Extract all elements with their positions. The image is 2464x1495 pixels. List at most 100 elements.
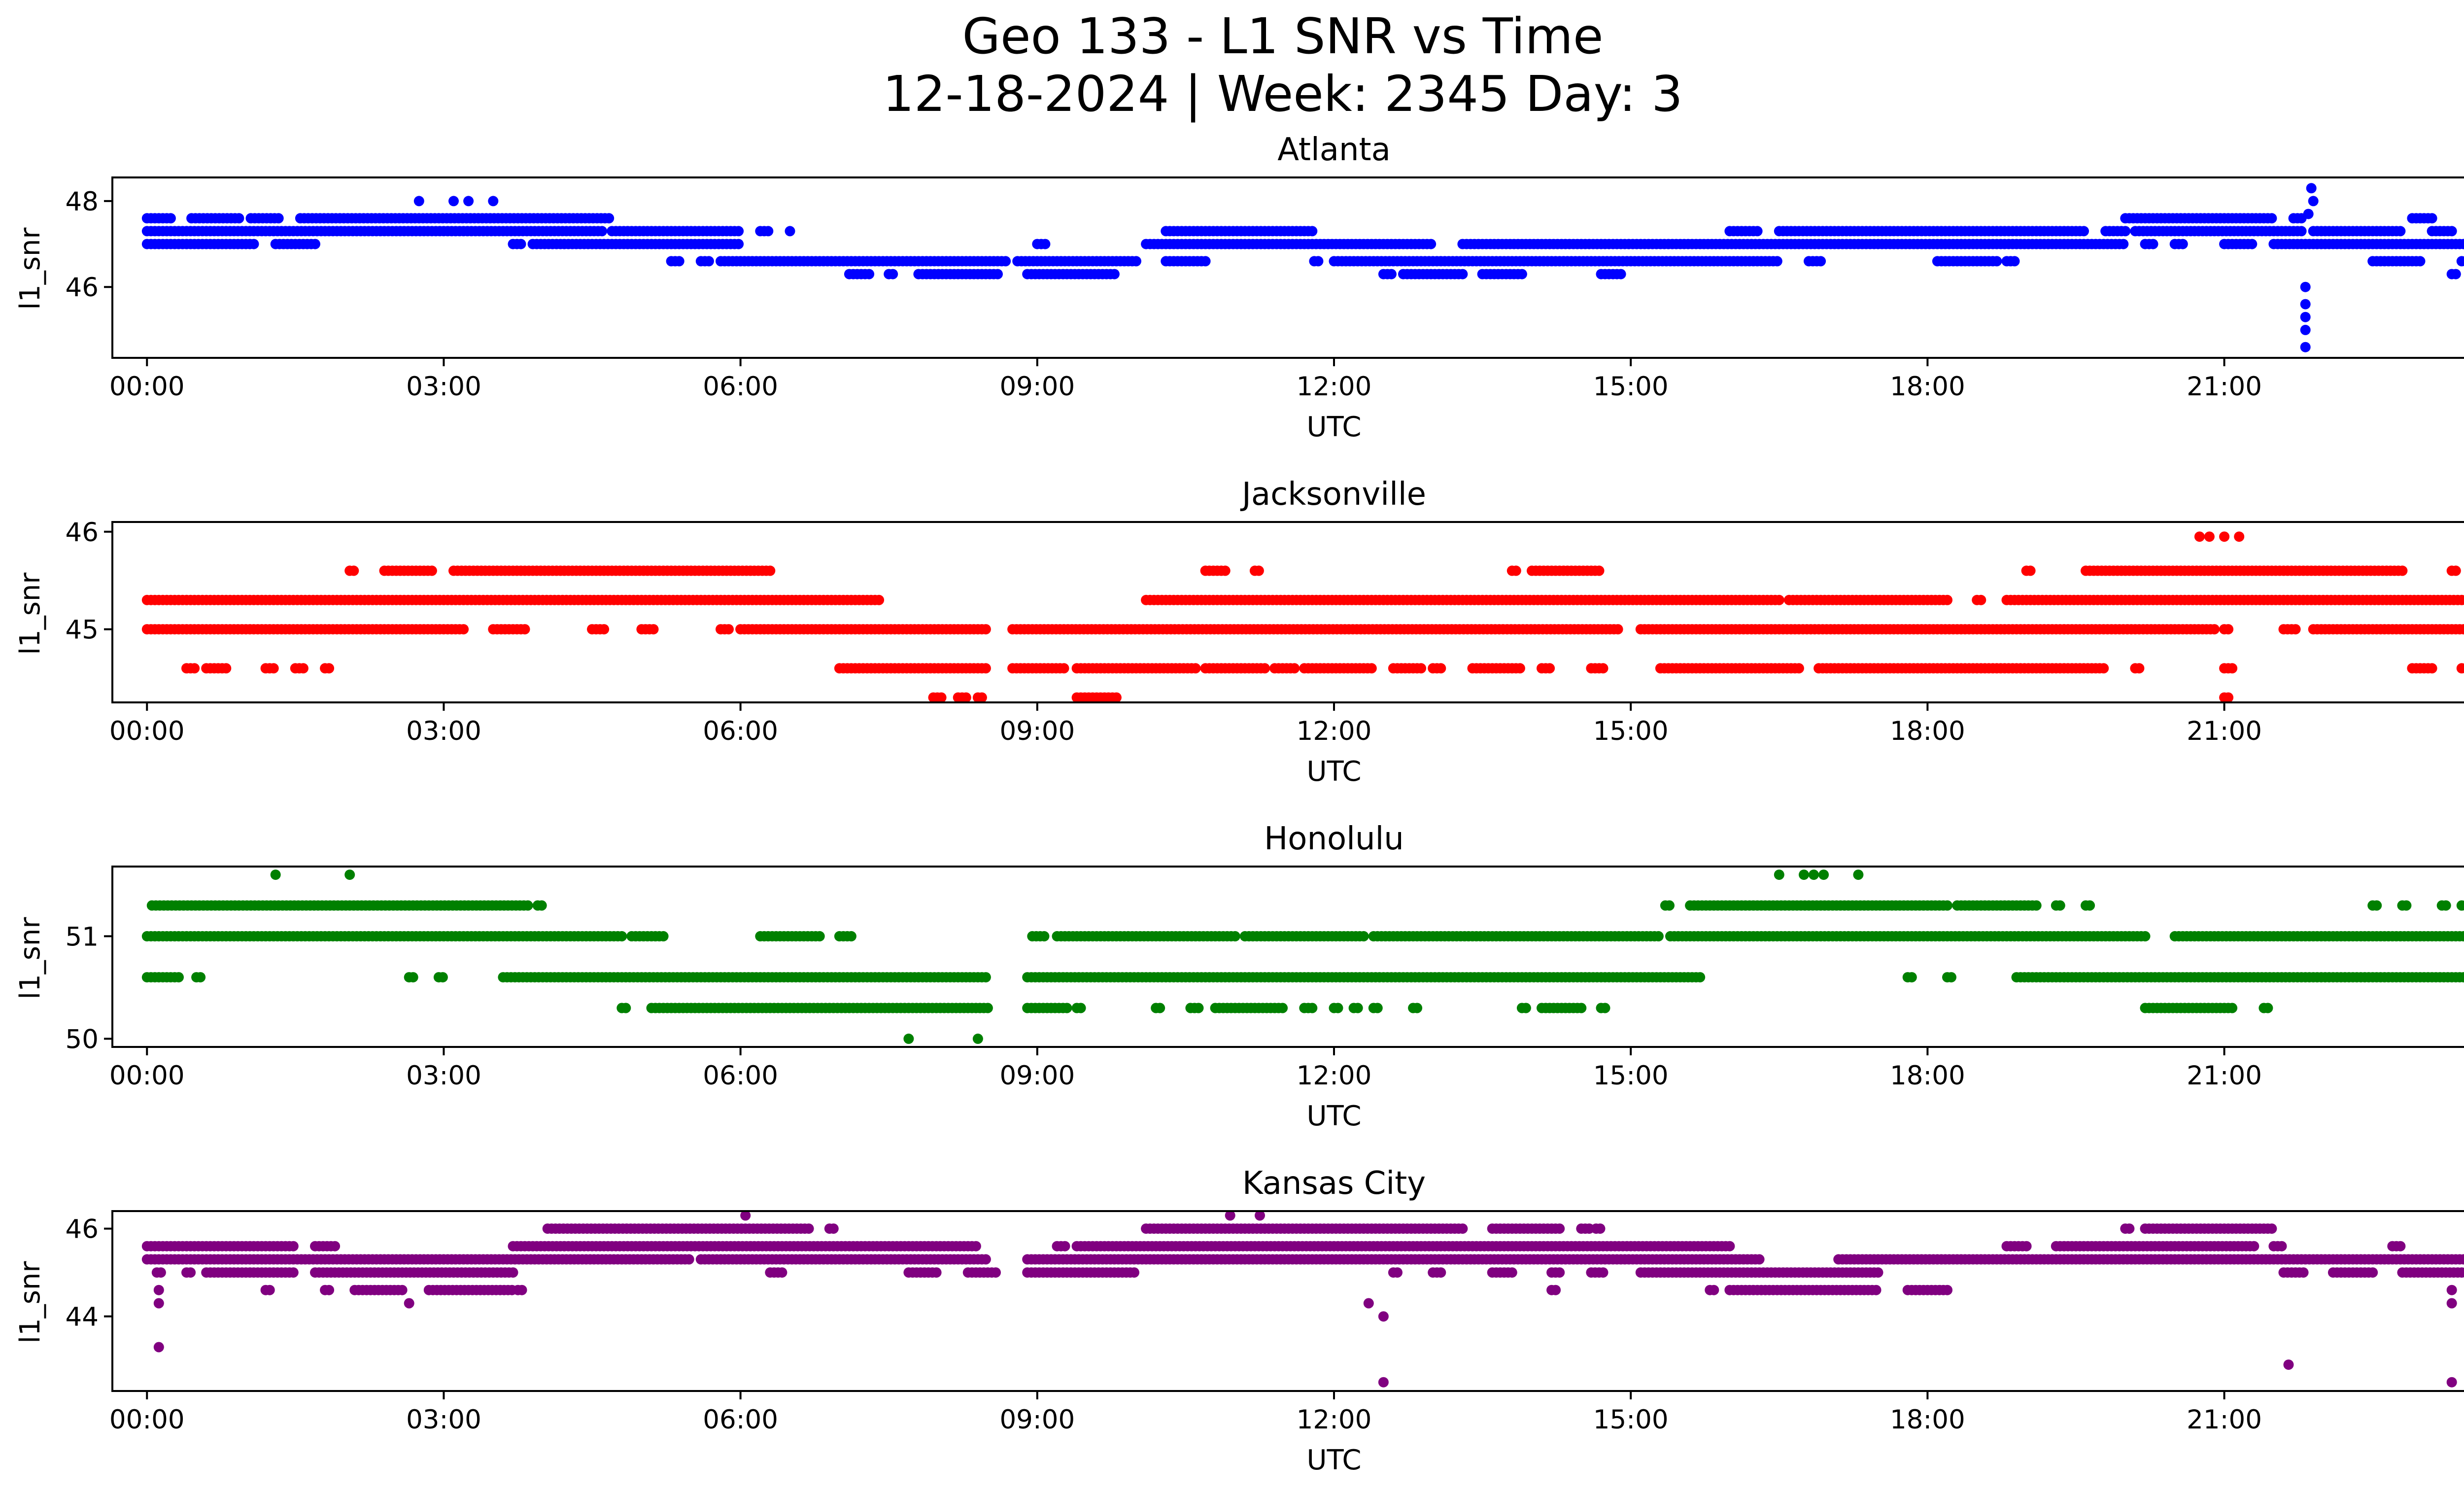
scatter-point <box>992 269 1003 279</box>
scatter-point <box>1554 1223 1565 1234</box>
scatter-point <box>2134 663 2145 674</box>
scatter-point <box>1752 226 1763 237</box>
scatter-point <box>2025 565 2036 576</box>
x-tick-label: 03:00 <box>406 1061 481 1091</box>
scatter-point <box>1799 869 1809 880</box>
scatter-point <box>674 256 684 267</box>
scatter-point <box>597 226 608 237</box>
scatter-point <box>1200 256 1211 267</box>
scatter-point <box>2300 312 2311 322</box>
scatter-point <box>2296 226 2307 237</box>
scatter-point <box>1595 1223 1606 1234</box>
scatter-point <box>273 213 284 224</box>
scatter-point <box>2458 624 2464 635</box>
scatter-point <box>2262 1003 2273 1013</box>
scatter-point <box>2276 1241 2287 1252</box>
scatter-point <box>1061 1003 1072 1013</box>
y-tick-label: 45 <box>66 615 99 645</box>
scatter-point <box>1131 256 1141 267</box>
scatter-point <box>703 256 714 267</box>
scatter-point <box>1510 565 1521 576</box>
scatter-point <box>616 931 627 941</box>
scatter-point <box>1109 269 1120 279</box>
plot-area <box>141 869 2464 1044</box>
scatter-point <box>1111 692 1122 703</box>
x-tick-label: 03:00 <box>406 372 481 402</box>
scatter-point <box>2021 1241 2032 1252</box>
scatter-point <box>1412 1003 1423 1013</box>
plot-area <box>141 531 2464 703</box>
scatter-point <box>458 624 469 635</box>
scatter-point <box>234 213 244 224</box>
scatter-point <box>814 931 825 941</box>
scatter-point <box>2306 183 2317 194</box>
scatter-point <box>2300 324 2311 335</box>
scatter-point <box>2234 531 2245 542</box>
scatter-point <box>1075 1003 1086 1013</box>
panel-title: Honolulu <box>1264 821 1404 857</box>
figure-title-line1: Geo 133 - L1 SNR vs Time <box>962 7 1604 65</box>
scatter-point <box>2460 901 2464 910</box>
scatter-point <box>2249 1241 2259 1252</box>
scatter-point <box>488 196 499 207</box>
scatter-point <box>2427 213 2437 224</box>
scatter-series <box>141 183 2464 352</box>
scatter-point <box>2079 226 2089 237</box>
y-axis-label: l1_snr <box>14 227 46 310</box>
scatter-point <box>1253 565 1264 576</box>
scatter-point <box>1358 931 1369 941</box>
scatter-point <box>1372 1003 1383 1013</box>
scatter-point <box>1040 239 1051 249</box>
scatter-point <box>1190 663 1201 674</box>
scatter-series <box>141 531 2464 703</box>
scatter-point <box>437 972 448 983</box>
y-tick-label: 46 <box>66 273 99 303</box>
x-tick-label: 21:00 <box>2187 372 2262 402</box>
scatter-point <box>970 1241 981 1252</box>
panel-jacksonville: Jacksonville UTC l1_snr 00:00 03:00 06:00 0… <box>14 476 2464 788</box>
scatter-point <box>344 869 355 880</box>
scatter-point <box>1193 1003 1204 1013</box>
scatter-point <box>2031 900 2042 911</box>
scatter-point <box>1653 931 1664 941</box>
scatter-point <box>348 565 359 576</box>
scatter-point <box>765 565 776 576</box>
scatter-point <box>248 239 259 249</box>
y-tick-label: 46 <box>66 518 99 548</box>
scatter-point <box>165 213 176 224</box>
scatter-point <box>1772 256 1782 267</box>
scatter-point <box>1514 663 1525 674</box>
scatter-point <box>2300 281 2311 292</box>
scatter-point <box>2120 226 2131 237</box>
scatter-point <box>1774 594 1784 605</box>
scatter-point <box>960 692 971 703</box>
scatter-point <box>1059 663 1069 674</box>
scatter-point <box>288 1241 299 1252</box>
scatter-point <box>1942 594 1952 605</box>
scatter-point <box>1386 269 1397 279</box>
scatter-point <box>980 972 991 983</box>
scatter-point <box>846 931 856 941</box>
x-tick-label: 18:00 <box>1890 1061 1965 1091</box>
scatter-point <box>1313 256 1324 267</box>
panel-title: Jacksonville <box>1240 476 1426 513</box>
scatter-point <box>324 663 335 674</box>
scatter-point <box>2194 531 2205 542</box>
scatter-point <box>2460 595 2464 605</box>
scatter-point <box>2266 1223 2277 1234</box>
scatter-point <box>1793 663 1804 674</box>
scatter-point <box>2371 900 2382 911</box>
scatter-point <box>2427 663 2437 674</box>
scatter-point <box>1457 269 1468 279</box>
scatter-point <box>1333 1003 1343 1013</box>
scatter-point <box>2395 1241 2406 1252</box>
scatter-point <box>599 624 610 635</box>
x-tick-label: 09:00 <box>999 1061 1075 1091</box>
scatter-point <box>1516 269 1527 279</box>
x-tick-label: 09:00 <box>999 716 1075 746</box>
scatter-point <box>1060 1241 1070 1252</box>
scatter-point <box>2219 531 2230 542</box>
scatter-point <box>2266 213 2277 224</box>
scatter-point <box>1457 1223 1468 1234</box>
panel-title: Kansas City <box>1242 1165 1426 1202</box>
